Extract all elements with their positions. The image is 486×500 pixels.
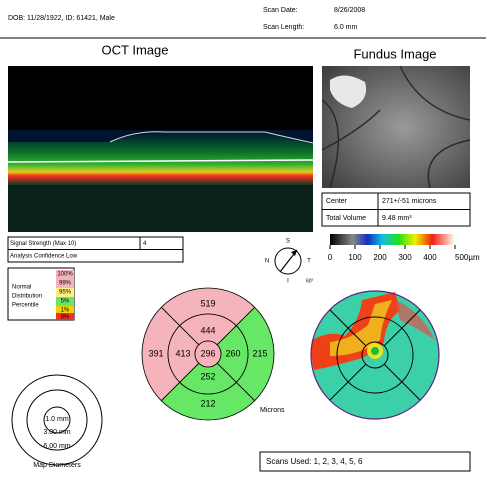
- diameter-ring: [11, 374, 103, 466]
- color-scale: [330, 234, 455, 245]
- table-cell: Total Volume: [326, 215, 366, 222]
- fundus-lesion: [330, 75, 367, 108]
- diameter-ring: [26, 389, 88, 451]
- legend-swatch: [56, 279, 74, 288]
- legend-swatch: [56, 297, 74, 306]
- scan-length-label: Scan Length:: [263, 24, 304, 31]
- fundus-title: Fundus Image: [353, 46, 436, 61]
- orient-angle: 60°: [306, 278, 314, 284]
- outer-value: 215: [252, 348, 267, 358]
- scan-date: 8/26/2008: [334, 7, 365, 14]
- orient-i: I: [287, 279, 289, 285]
- outer-value: 212: [200, 398, 215, 408]
- legend-item: 5%: [61, 299, 70, 305]
- table-cell: 271+/-51 microns: [382, 198, 437, 205]
- diameter-ring: [43, 406, 71, 434]
- scale-label: 0: [328, 253, 333, 262]
- color-thickness-map: [310, 290, 440, 420]
- signal-value: 4: [143, 241, 147, 247]
- cmap-ring: [310, 290, 440, 420]
- oct-retina: [8, 133, 313, 185]
- legend-item: 0%: [61, 315, 70, 321]
- legend-swatch: [56, 306, 74, 313]
- orient-n: N: [265, 259, 269, 265]
- scans-box: [259, 451, 471, 472]
- scans-used: Scans Used: 1, 2, 3, 4, 5, 6: [266, 457, 363, 466]
- legend-title: Percentile: [12, 303, 39, 309]
- inner-value: 252: [200, 371, 215, 381]
- cmap-ring: [336, 316, 414, 394]
- orientation-dial: [274, 247, 302, 275]
- orient-s: S: [286, 239, 290, 245]
- legend-item: 95%: [59, 290, 72, 296]
- inner-value: 444: [200, 325, 215, 335]
- diameter-title: Map Diameters: [33, 462, 81, 469]
- oct-rpe: [7, 159, 314, 163]
- legend-swatch: [56, 288, 74, 297]
- fundus-vessels: [321, 65, 471, 189]
- orientation-arrowhead: [291, 250, 297, 256]
- inner-value: 260: [225, 348, 240, 358]
- thickness-map: 519 444 215 260 212 252 391 413 296: [141, 287, 275, 421]
- center-value: 296: [200, 348, 215, 358]
- oct-surface: [109, 131, 314, 144]
- legend-item: 99%: [59, 281, 72, 287]
- cmap-ring: [361, 341, 389, 369]
- outer-value: 519: [200, 298, 215, 308]
- unit: Microns: [260, 407, 285, 414]
- cmap-edge: [395, 300, 435, 340]
- diameter-label: 1.0 mm: [45, 416, 69, 423]
- scale-label: 100: [348, 253, 362, 262]
- diameter-label: 3.00 mm: [43, 429, 70, 436]
- scale-label: 200: [373, 253, 387, 262]
- legend-item: 100%: [57, 272, 73, 278]
- cmap-pit: [371, 347, 379, 355]
- outer-value: 391: [148, 348, 163, 358]
- legend-swatch: [56, 313, 74, 320]
- legend-title: Normal: [12, 285, 31, 291]
- orient-t: T: [307, 259, 311, 265]
- legend-swatch: [56, 270, 74, 279]
- scale-label: 500µm: [455, 253, 480, 262]
- confidence: Analysis Confidence Low: [10, 254, 78, 260]
- inner-value: 413: [175, 348, 190, 358]
- diameter-label: 6.00 mm: [43, 443, 70, 450]
- table-cell: Center: [326, 198, 348, 205]
- scale-labels: 0 100 200 300 400 500µm: [328, 245, 480, 262]
- legend-title: Distribution: [12, 294, 42, 300]
- scan-date-label: Scan Date:: [263, 7, 298, 14]
- oct-title: OCT Image: [102, 42, 169, 57]
- scan-length: 6.0 mm: [334, 24, 358, 31]
- legend-item: 1%: [61, 308, 70, 314]
- legend: Normal Distribution Percentile 100% 99% 95% 5%…: [12, 270, 74, 321]
- signal-label: Signal Strength (Max 10): [10, 241, 76, 247]
- cmap-dividers: [329, 309, 421, 401]
- table-cell: 9.48 mm³: [382, 215, 412, 222]
- dob: DOB: 11/28/1922, ID: 61421, Male: [8, 15, 115, 22]
- oct-choroid: [8, 185, 313, 232]
- scale-label: 300: [398, 253, 412, 262]
- center-sector: [194, 340, 222, 368]
- scale-label: 400: [423, 253, 437, 262]
